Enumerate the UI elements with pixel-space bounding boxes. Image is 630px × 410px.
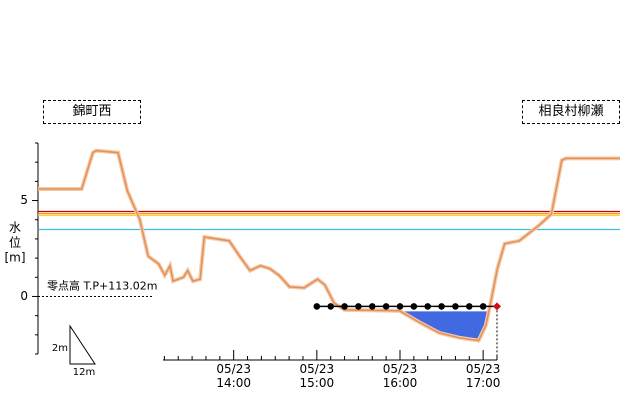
y-axis-label: [m] — [4, 251, 25, 265]
observation-point — [313, 303, 321, 310]
scale-height-label: 2m — [52, 343, 68, 354]
observation-point — [424, 303, 432, 310]
observation-point — [452, 303, 459, 310]
profile-glow — [38, 148, 620, 343]
observation-point — [341, 303, 348, 310]
observation-point — [479, 303, 487, 310]
y-axis-label: 水 — [9, 221, 21, 235]
observation-point — [396, 303, 404, 310]
observation-point — [465, 303, 473, 310]
observation-point — [410, 303, 418, 310]
observation-point — [382, 303, 390, 310]
x-tick-label: 05/23 16:00 — [382, 362, 418, 390]
observation-point — [355, 303, 362, 310]
zero-label: 零点高 T.P+113.02m — [47, 278, 157, 292]
profile-line — [38, 149, 620, 342]
scale-width-label: 12m — [73, 367, 95, 378]
x-tick-label: 05/23 15:00 — [299, 362, 335, 390]
right-bank-label: 相良村柳瀬 — [522, 100, 620, 124]
observation-point — [438, 303, 445, 310]
water-area — [400, 311, 489, 341]
x-tick-label: 05/23 14:00 — [216, 362, 251, 390]
latest-point — [493, 302, 501, 311]
y-tick-label: 5 — [20, 193, 28, 207]
observation-point — [327, 303, 334, 310]
x-tick-label: 05/23 17:00 — [465, 362, 501, 390]
y-tick-label: 0 — [20, 289, 28, 303]
scale-triangle — [69, 324, 96, 365]
left-bank-label: 錦町西 — [43, 100, 141, 124]
observation-point — [368, 303, 376, 310]
y-axis-label: 位 — [9, 235, 21, 250]
